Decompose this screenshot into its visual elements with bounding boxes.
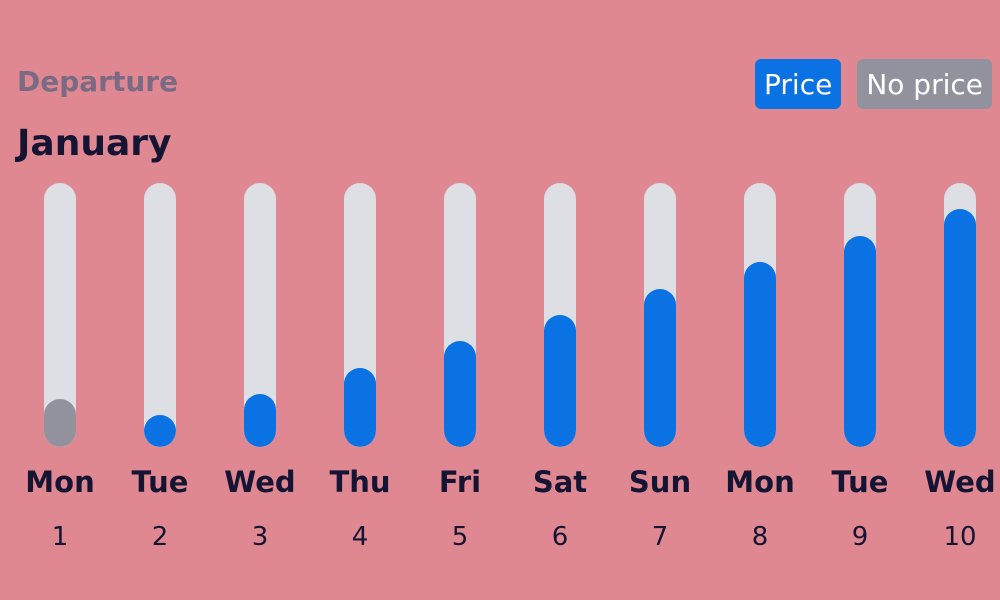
weekday-label: Wed bbox=[224, 465, 296, 499]
price-bar-track bbox=[844, 183, 876, 447]
month-title: January bbox=[17, 123, 172, 164]
weekday-label: Tue bbox=[831, 465, 889, 499]
no-price-legend-button[interactable]: No price bbox=[857, 59, 992, 109]
weekday-label: Sun bbox=[628, 465, 692, 499]
price-bar bbox=[844, 236, 876, 447]
price-bar bbox=[144, 415, 176, 447]
legend: Price No price bbox=[755, 59, 992, 109]
day-number-label: 9 bbox=[851, 522, 869, 552]
price-legend-button[interactable]: Price bbox=[755, 59, 842, 109]
day-number-label: 5 bbox=[451, 522, 469, 552]
weekday-label: Wed bbox=[924, 465, 996, 499]
price-bar-track bbox=[344, 183, 376, 447]
day-number-label: 3 bbox=[251, 522, 269, 552]
price-bar bbox=[744, 262, 776, 447]
price-bar-track bbox=[944, 183, 976, 447]
price-bar bbox=[944, 209, 976, 447]
price-bar-track bbox=[44, 183, 76, 447]
day-column[interactable]: Fri 5 bbox=[416, 183, 516, 563]
price-bar-track bbox=[544, 183, 576, 447]
day-number-label: 10 bbox=[943, 522, 977, 552]
no-price-bar bbox=[44, 399, 76, 447]
day-column[interactable]: Tue 9 bbox=[816, 183, 916, 563]
day-column[interactable]: Sun 7 bbox=[616, 183, 716, 563]
day-column[interactable]: Wed 10 bbox=[916, 183, 1000, 563]
day-column[interactable]: Tue 2 bbox=[116, 183, 216, 563]
day-column[interactable]: Mon 1 bbox=[16, 183, 116, 563]
price-bar bbox=[444, 341, 476, 447]
weekday-label: Mon bbox=[25, 465, 95, 499]
day-number-label: 8 bbox=[751, 522, 769, 552]
price-bar-track bbox=[144, 183, 176, 447]
price-bar-track bbox=[244, 183, 276, 447]
day-number-label: 1 bbox=[51, 522, 69, 552]
price-bar bbox=[344, 368, 376, 447]
weekday-label: Fri bbox=[438, 465, 482, 499]
price-bar bbox=[644, 289, 676, 447]
weekday-label: Sat bbox=[532, 465, 588, 499]
day-column[interactable]: Sat 6 bbox=[516, 183, 616, 563]
day-column[interactable]: Mon 8 bbox=[716, 183, 816, 563]
day-number-label: 4 bbox=[351, 522, 369, 552]
price-bar bbox=[544, 315, 576, 447]
day-number-label: 6 bbox=[551, 522, 569, 552]
price-bar bbox=[244, 394, 276, 447]
weekday-label: Tue bbox=[131, 465, 189, 499]
section-title: Departure bbox=[17, 65, 179, 98]
price-bar-track bbox=[744, 183, 776, 447]
price-bar-track bbox=[444, 183, 476, 447]
day-column[interactable]: Thu 4 bbox=[316, 183, 416, 563]
price-bar-track bbox=[644, 183, 676, 447]
weekday-label: Mon bbox=[725, 465, 795, 499]
day-number-label: 2 bbox=[151, 522, 169, 552]
weekday-label: Thu bbox=[329, 465, 391, 499]
day-number-label: 7 bbox=[651, 522, 669, 552]
day-column[interactable]: Wed 3 bbox=[216, 183, 316, 563]
